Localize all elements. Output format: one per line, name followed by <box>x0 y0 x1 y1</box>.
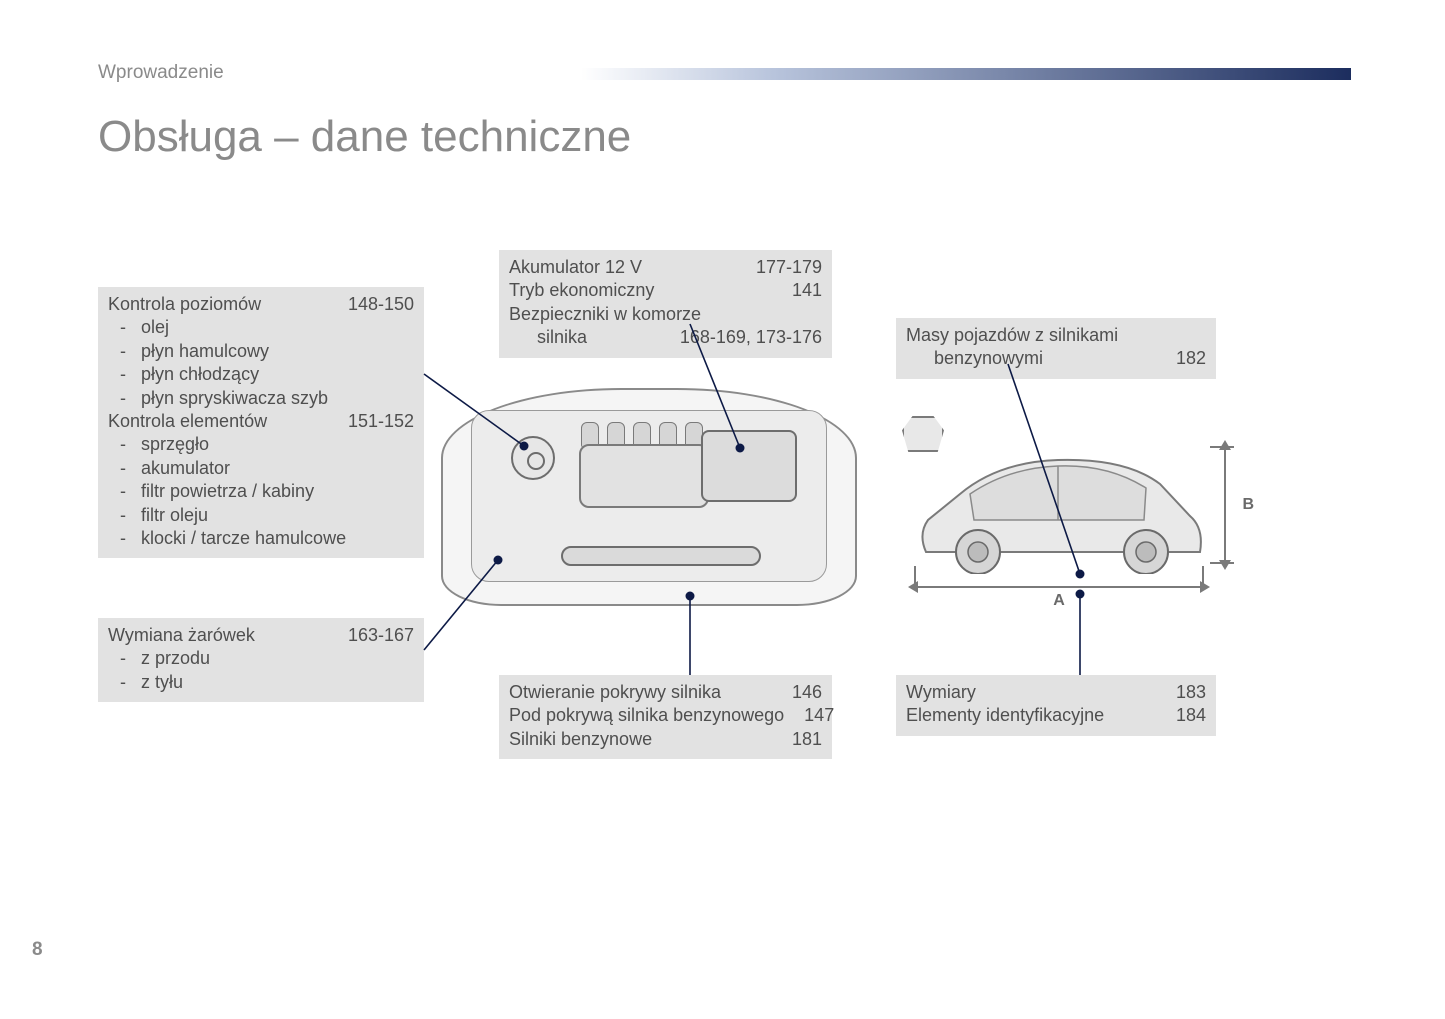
dimension-b: B <box>1216 440 1236 570</box>
sub-item: olej <box>108 316 414 339</box>
sub-item: filtr powietrza / kabiny <box>108 480 414 503</box>
callout-box-bulbs: Wymiana żarówek 163-167 z przodu z tyłu <box>98 618 424 702</box>
row-label: Wymiana żarówek <box>108 624 255 647</box>
sub-item: klocki / tarcze hamulcowe <box>108 527 414 550</box>
row: Elementy identyfikacyjne 184 <box>906 704 1206 727</box>
row-pages: 184 <box>1176 704 1206 727</box>
row-label: Elementy identyfikacyjne <box>906 704 1104 727</box>
row: Silniki benzynowe 181 <box>509 728 822 751</box>
sub-item: z przodu <box>108 647 414 670</box>
callout-box-dimensions: Wymiary 183 Elementy identyfikacyjne 184 <box>896 675 1216 736</box>
sub-item: akumulator <box>108 457 414 480</box>
row-pages: 151-152 <box>348 410 414 433</box>
row: Masy pojazdów z silnikami <box>906 324 1206 347</box>
sub-item: z tyłu <box>108 671 414 694</box>
row-label: Otwieranie pokrywy silnika <box>509 681 721 704</box>
row-label: Bezpieczniki w komorze <box>509 303 701 326</box>
callout-box-battery: Akumulator 12 V 177-179 Tryb ekonomiczny… <box>499 250 832 358</box>
manual-page: Wprowadzenie Obsługa – dane techniczne 8… <box>0 0 1445 1019</box>
section-label: Wprowadzenie <box>98 62 224 84</box>
row-label: Masy pojazdów z silnikami <box>906 324 1118 347</box>
dimension-b-label: B <box>1242 496 1254 514</box>
row-label: benzynowymi <box>906 347 1043 370</box>
row-pages: 146 <box>792 681 822 704</box>
airbox-icon <box>701 430 797 502</box>
row: Otwieranie pokrywy silnika 146 <box>509 681 822 704</box>
row-label: Silniki benzynowe <box>509 728 652 751</box>
callout-box-bonnet: Otwieranie pokrywy silnika 146 Pod pokry… <box>499 675 832 759</box>
car-side-illustration: A B <box>908 434 1210 604</box>
row: Kontrola elementów 151-152 <box>108 410 414 433</box>
coolant-reservoir-icon <box>511 436 555 480</box>
row: Wymiary 183 <box>906 681 1206 704</box>
row-label: Tryb ekonomiczny <box>509 279 654 302</box>
callout-box-levels: Kontrola poziomów 148-150 olej płyn hamu… <box>98 287 424 558</box>
sub-item: płyn spryskiwacza szyb <box>108 387 414 410</box>
car-outline-icon <box>908 434 1210 574</box>
sub-item: filtr oleju <box>108 504 414 527</box>
row: benzynowymi 182 <box>906 347 1206 370</box>
header-divider-bar <box>581 68 1351 80</box>
sub-item: sprzęgło <box>108 433 414 456</box>
row: Tryb ekonomiczny 141 <box>509 279 822 302</box>
callout-box-weights: Masy pojazdów z silnikami benzynowymi 18… <box>896 318 1216 379</box>
row-pages: 148-150 <box>348 293 414 316</box>
row-pages: 183 <box>1176 681 1206 704</box>
engine-bay-illustration <box>441 388 857 606</box>
row: Kontrola poziomów 148-150 <box>108 293 414 316</box>
dimension-a: A <box>908 578 1210 608</box>
hose-icon <box>561 546 761 566</box>
page-number: 8 <box>32 939 43 961</box>
row-label: Kontrola poziomów <box>108 293 261 316</box>
row-pages: 147 <box>804 704 834 727</box>
row-pages: 177-179 <box>756 256 822 279</box>
row-label: Akumulator 12 V <box>509 256 642 279</box>
row-pages: 163-167 <box>348 624 414 647</box>
row-label: Pod pokrywą silnika benzynowego <box>509 704 784 727</box>
row-pages: 168-169, 173-176 <box>680 326 822 349</box>
row-label: Kontrola elementów <box>108 410 267 433</box>
sub-item: płyn chłodzący <box>108 363 414 386</box>
row: Wymiana żarówek 163-167 <box>108 624 414 647</box>
row-label: silnika <box>509 326 587 349</box>
row: silnika 168-169, 173-176 <box>509 326 822 349</box>
row-pages: 182 <box>1176 347 1206 370</box>
sub-item: płyn hamulcowy <box>108 340 414 363</box>
row-pages: 141 <box>792 279 822 302</box>
page-title: Obsługa – dane techniczne <box>98 112 631 162</box>
row: Akumulator 12 V 177-179 <box>509 256 822 279</box>
row: Bezpieczniki w komorze <box>509 303 822 326</box>
row-label: Wymiary <box>906 681 976 704</box>
dimension-a-label: A <box>1053 592 1065 610</box>
row-pages: 181 <box>792 728 822 751</box>
intake-manifold-icon <box>579 444 709 508</box>
row: Pod pokrywą silnika benzynowego 147 <box>509 704 822 727</box>
